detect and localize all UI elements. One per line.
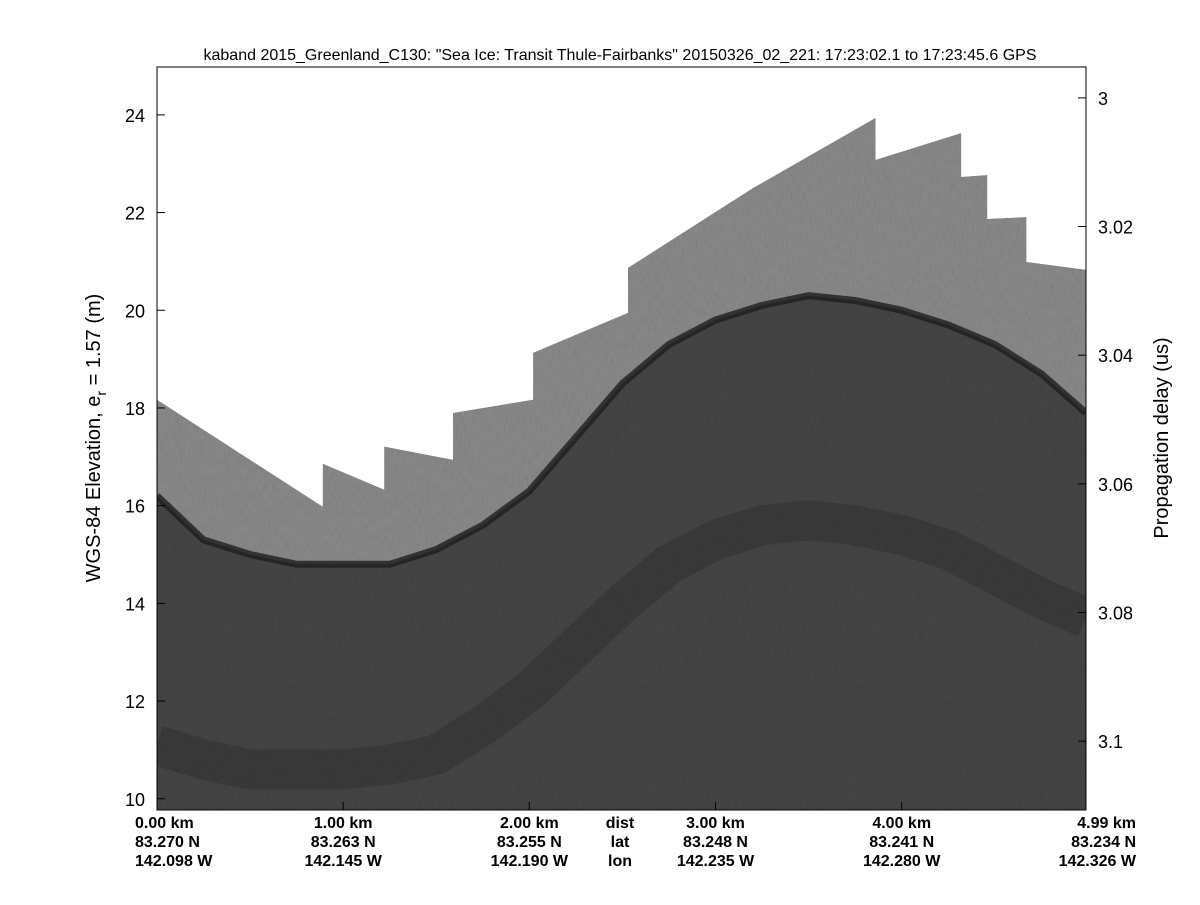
x-tick-lat: 83.241 N	[869, 834, 934, 851]
y-tick-label: 20	[125, 301, 145, 321]
x-tick-label: 0.00 km	[135, 815, 194, 832]
y2-tick-label: 3.04	[1098, 346, 1133, 366]
x-tick-lat: 83.248 N	[683, 834, 748, 851]
x-row-label: lat	[611, 834, 630, 851]
chart-title: kaband 2015_Greenland_C130: "Sea Ice: Tr…	[204, 47, 1037, 64]
y-tick-label: 12	[125, 692, 145, 712]
x-tick-lat: 83.263 N	[311, 834, 376, 851]
y-label-text: = 1.57 (m)	[83, 294, 105, 391]
y-tick-label: 18	[125, 399, 145, 419]
x-tick-label: 2.00 km	[500, 815, 559, 832]
x-tick-lat: 83.234 N	[1071, 834, 1136, 851]
x-tick-label: 4.00 km	[872, 815, 931, 832]
speckle	[157, 117, 1086, 810]
x-row-label: lon	[608, 853, 632, 870]
x-tick-lat: 83.270 N	[135, 834, 200, 851]
y-tick-label: 10	[125, 790, 145, 810]
y2-tick-label: 3.08	[1098, 604, 1133, 624]
y-tick-label: 14	[125, 594, 145, 614]
x-tick-lon: 142.145 W	[304, 853, 382, 870]
y2-axis-label: Propagation delay (us)	[1151, 337, 1173, 538]
y2-tick-label: 3	[1098, 89, 1108, 109]
y-axis-label: WGS-84 Elevation, er = 1.57 (m)	[83, 294, 109, 583]
plot-frame	[156, 66, 1087, 811]
x-row-label: dist	[606, 815, 635, 832]
y2-tick-label: 3.1	[1098, 732, 1123, 752]
y-label-subscript: r	[93, 391, 109, 396]
x-tick-label: 4.99 km	[1077, 815, 1136, 832]
echogram	[157, 117, 1086, 811]
x-tick-label: 3.00 km	[686, 815, 745, 832]
y2-tick-label: 3.02	[1098, 218, 1133, 238]
y-tick-label: 24	[125, 106, 145, 126]
x-tick-lat: 83.255 N	[497, 834, 562, 851]
x-tick-label: 1.00 km	[314, 815, 373, 832]
y-label-text: WGS-84 Elevation, e	[83, 396, 105, 583]
x-tick-lon: 142.235 W	[677, 853, 755, 870]
y2-tick-label: 3.06	[1098, 475, 1133, 495]
x-tick-lon: 142.098 W	[135, 853, 213, 870]
x-tick-lon: 142.190 W	[491, 853, 569, 870]
y-tick-label: 22	[125, 204, 145, 224]
y-tick-label: 16	[125, 497, 145, 517]
x-tick-lon: 142.326 W	[1059, 853, 1137, 870]
x-tick-lon: 142.280 W	[863, 853, 941, 870]
